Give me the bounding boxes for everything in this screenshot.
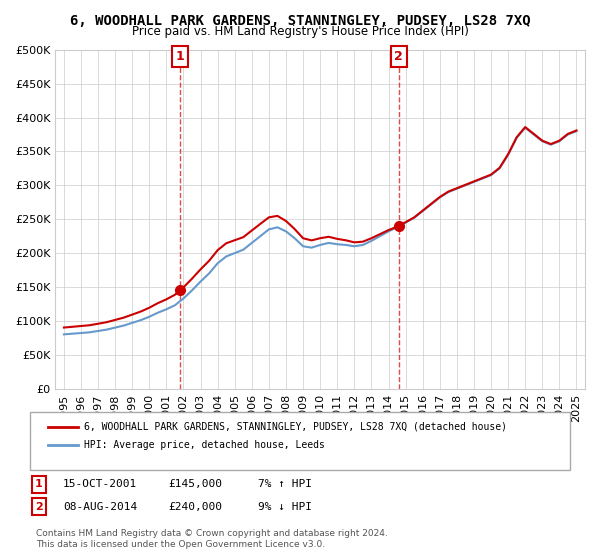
- Text: 7% ↑ HPI: 7% ↑ HPI: [258, 479, 312, 489]
- Text: 2: 2: [35, 502, 43, 512]
- Text: 08-AUG-2014: 08-AUG-2014: [63, 502, 137, 512]
- Text: 1: 1: [35, 479, 43, 489]
- Text: 15-OCT-2001: 15-OCT-2001: [63, 479, 137, 489]
- Text: 2: 2: [394, 50, 403, 63]
- Text: 9% ↓ HPI: 9% ↓ HPI: [258, 502, 312, 512]
- Text: £240,000: £240,000: [168, 502, 222, 512]
- Text: 1: 1: [176, 50, 184, 63]
- Text: 6, WOODHALL PARK GARDENS, STANNINGLEY, PUDSEY, LS28 7XQ: 6, WOODHALL PARK GARDENS, STANNINGLEY, P…: [70, 14, 530, 28]
- Text: Price paid vs. HM Land Registry's House Price Index (HPI): Price paid vs. HM Land Registry's House …: [131, 25, 469, 38]
- Text: HPI: Average price, detached house, Leeds: HPI: Average price, detached house, Leed…: [84, 440, 325, 450]
- Text: £145,000: £145,000: [168, 479, 222, 489]
- Text: Contains HM Land Registry data © Crown copyright and database right 2024.
This d: Contains HM Land Registry data © Crown c…: [36, 529, 388, 549]
- Text: 6, WOODHALL PARK GARDENS, STANNINGLEY, PUDSEY, LS28 7XQ (detached house): 6, WOODHALL PARK GARDENS, STANNINGLEY, P…: [84, 422, 507, 432]
